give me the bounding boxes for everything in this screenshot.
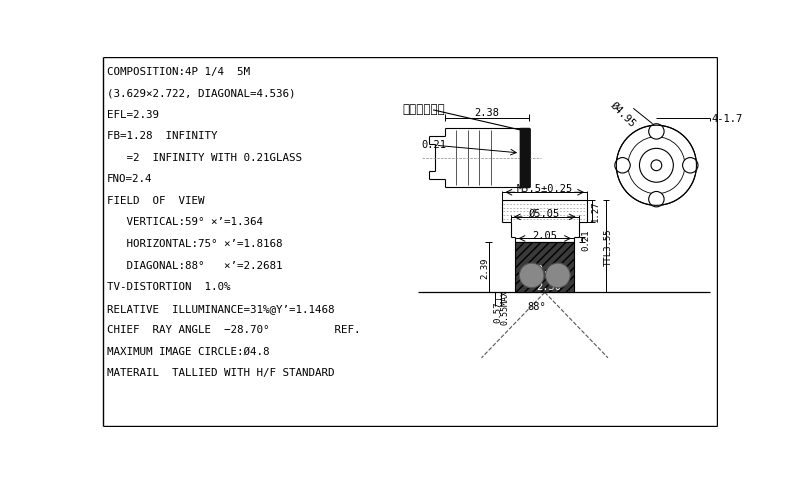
- Text: (3.629×2.722, DIAGONAL=4.536): (3.629×2.722, DIAGONAL=4.536): [106, 88, 295, 98]
- Text: =2  INFINITY WITH 0.21GLASS: =2 INFINITY WITH 0.21GLASS: [106, 153, 302, 163]
- Text: RELATIVE  ILLUMINANCE=31%@Y’=1.1468: RELATIVE ILLUMINANCE=31%@Y’=1.1468: [106, 303, 334, 313]
- Text: 1.27: 1.27: [591, 201, 600, 222]
- Text: 2.05: 2.05: [532, 230, 558, 240]
- Text: 2.30: 2.30: [536, 282, 561, 291]
- Circle shape: [682, 158, 698, 174]
- Text: TTL3.55: TTL3.55: [604, 228, 613, 265]
- Circle shape: [649, 192, 664, 207]
- Circle shape: [615, 158, 630, 174]
- Text: 0.21: 0.21: [422, 139, 446, 149]
- Bar: [520, 129, 530, 188]
- Text: HORIZONTAL:75° ×’=1.8168: HORIZONTAL:75° ×’=1.8168: [106, 239, 282, 249]
- Text: MAXIMUM IMAGE CIRCLE:Ø4.8: MAXIMUM IMAGE CIRCLE:Ø4.8: [106, 346, 269, 356]
- Text: M5.5±0.25: M5.5±0.25: [517, 183, 573, 193]
- Text: Ø5.05: Ø5.05: [529, 209, 560, 218]
- Text: MATERAIL  TALLIED WITH H/F STANDARD: MATERAIL TALLIED WITH H/F STANDARD: [106, 368, 334, 378]
- Text: EFL=2.39: EFL=2.39: [106, 109, 158, 120]
- Text: 0.55MAX: 0.55MAX: [501, 289, 510, 324]
- Text: COMPOSITION:4P 1/4  5M: COMPOSITION:4P 1/4 5M: [106, 66, 250, 76]
- Text: 2.38: 2.38: [474, 108, 499, 118]
- Text: 双镜防水玻璃: 双镜防水玻璃: [402, 103, 445, 116]
- Text: 88°: 88°: [528, 301, 546, 312]
- Text: FIELD  OF  VIEW: FIELD OF VIEW: [106, 195, 204, 205]
- Circle shape: [519, 264, 544, 288]
- Text: DIAGONAL:88°   ×’=2.2681: DIAGONAL:88° ×’=2.2681: [106, 260, 282, 270]
- Text: 2.48: 2.48: [536, 264, 561, 275]
- Text: 4-1.7: 4-1.7: [712, 113, 743, 123]
- Text: FB=1.28  INFINITY: FB=1.28 INFINITY: [106, 131, 217, 141]
- Text: CHIEF  RAY ANGLE  −28.70°          REF.: CHIEF RAY ANGLE −28.70° REF.: [106, 324, 360, 335]
- Text: Ø4.95: Ø4.95: [609, 100, 638, 129]
- Polygon shape: [515, 243, 574, 293]
- Text: 2.39: 2.39: [480, 257, 489, 278]
- Circle shape: [649, 124, 664, 140]
- Text: FNO=2.4: FNO=2.4: [106, 174, 152, 184]
- Text: VERTICAL:59° ×’=1.364: VERTICAL:59° ×’=1.364: [106, 217, 262, 227]
- Text: TV-DISTORTION  1.0%: TV-DISTORTION 1.0%: [106, 282, 230, 291]
- Text: 0.57: 0.57: [494, 300, 502, 322]
- Circle shape: [546, 264, 570, 288]
- Text: 0.21: 0.21: [581, 229, 590, 251]
